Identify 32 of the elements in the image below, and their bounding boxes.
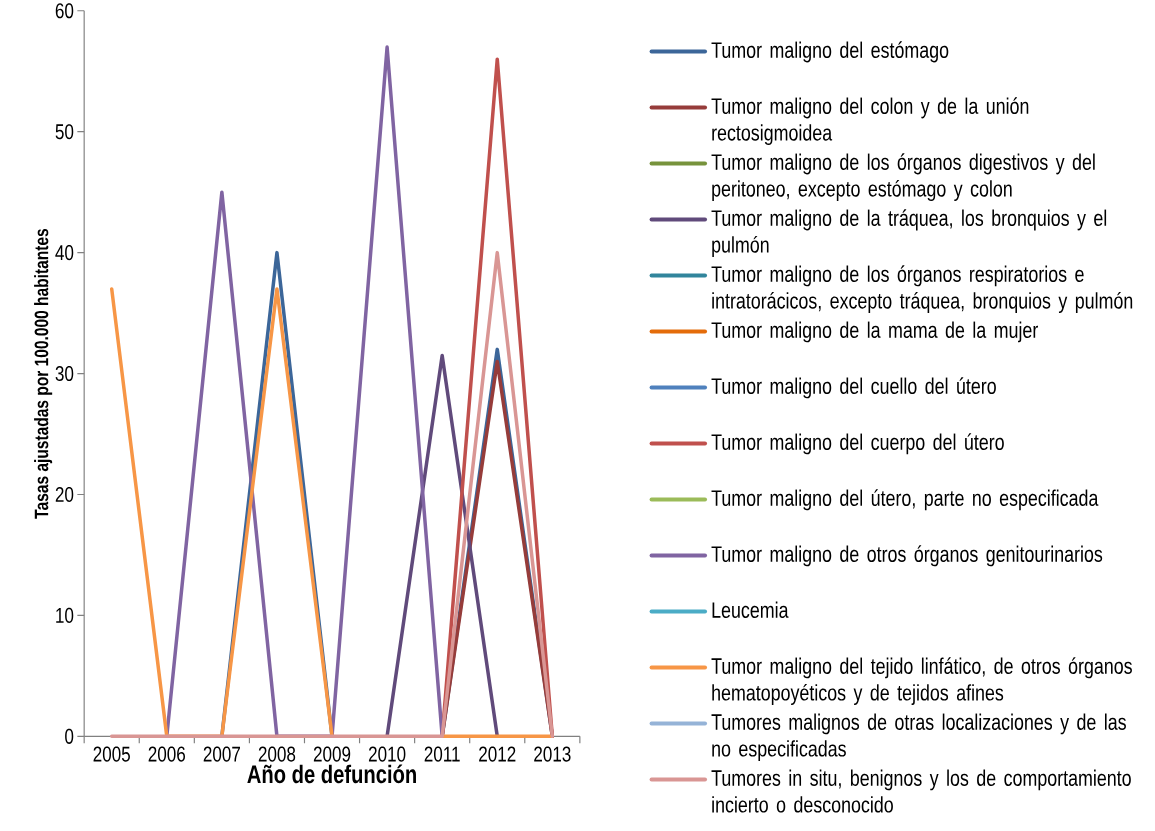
legend-label: Tumor maligno del colon y de la unión rectosigmoidea — [711, 97, 1029, 146]
y-tick-label: 10 — [56, 608, 74, 624]
x-tick-label: 2006 — [148, 746, 186, 762]
x-tick-label: 2011 — [424, 746, 460, 762]
legend-label: Tumor maligno de la tráquea, los bronquios y el pulmón — [711, 209, 1107, 258]
x-tick-label: 2013 — [534, 746, 571, 762]
x-tick-label: 2010 — [368, 746, 406, 762]
x-tick-label: 2008 — [258, 746, 296, 762]
legend-label: Tumor maligno de la mama de la mujer — [711, 321, 1038, 343]
legend-label: Tumor maligno del cuerpo del útero — [711, 433, 1004, 455]
y-tick-label: 40 — [55, 245, 74, 261]
x-axis-title: Año de defunción — [247, 764, 416, 784]
legend-label: Tumores malignos de otras localizaciones y de las no especificadas — [711, 713, 1126, 762]
y-tick-label: 30 — [55, 366, 74, 382]
legend-label: Tumores in situ, benignos y los de comportamiento incierto o desconocido — [711, 769, 1131, 813]
x-tick-label: 2005 — [93, 746, 130, 762]
legend-label: Tumor maligno del útero, parte no especificada — [711, 489, 1099, 511]
x-tick-label: 2009 — [313, 746, 351, 762]
y-axis-title: Tasas ajustadas por 100.000 habitantes — [34, 229, 53, 519]
legend-label: Leucemia — [712, 601, 789, 619]
y-tick-label: 60 — [55, 3, 74, 19]
legend-label: Tumor maligno del cuello del útero — [711, 377, 996, 399]
legend-label: Tumor maligno de otros órganos genitourinarios — [711, 545, 1103, 567]
y-tick-label: 50 — [55, 124, 74, 140]
y-tick-label: 20 — [55, 487, 74, 503]
legend-label: Tumor maligno del tejido linfático, de otros órganos hematopoyéticos y de tejidos afines — [711, 657, 1132, 706]
y-tick-label: 0 — [65, 728, 74, 745]
legend-label: Tumor maligno del estómago — [711, 41, 949, 63]
x-tick-label: 2007 — [203, 746, 240, 762]
legend-label: Tumor maligno de los órganos respiratorios e intratorácicos, excepto tráquea, bronquios y pulmón — [711, 265, 1133, 314]
x-tick-label: 2012 — [479, 746, 516, 762]
legend-label: Tumor maligno de los órganos digestivos y del peritoneo, excepto estómago y colon — [711, 153, 1095, 202]
